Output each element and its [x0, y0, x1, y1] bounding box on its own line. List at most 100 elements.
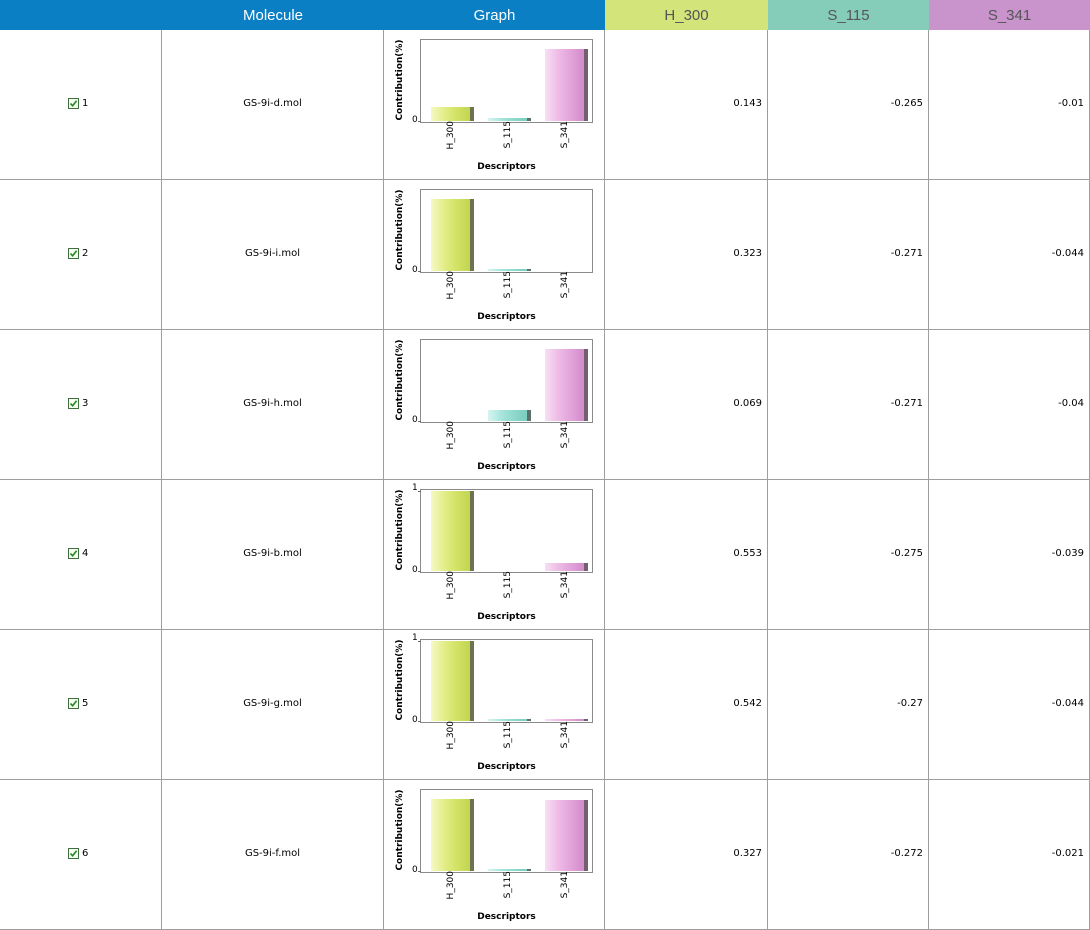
checkmark-icon — [69, 550, 78, 558]
plot-area — [420, 339, 593, 423]
checkmark-icon — [69, 700, 78, 708]
h300-value: 0.069 — [605, 330, 768, 480]
y-tick-mark — [418, 421, 421, 422]
bar-s115 — [488, 118, 531, 121]
s341-value: -0.044 — [929, 630, 1090, 780]
table-row: 4 GS-9i-b.mol Contribution(%) H_300 S_11… — [0, 480, 1090, 630]
y-tick-mark — [418, 121, 421, 122]
molecule-name: GS-9i-d.mol — [162, 30, 384, 180]
y-axis-label: Contribution(%) — [395, 639, 405, 721]
row-checkbox[interactable] — [68, 698, 79, 709]
graph-cell: Contribution(%) H_300 S_115 S_341 Descri… — [384, 480, 605, 630]
x-tick-label: H_300 — [446, 871, 456, 900]
x-tick-label: S_341 — [560, 121, 570, 149]
checkmark-icon — [69, 250, 78, 258]
x-tick-label: H_300 — [446, 721, 456, 750]
contribution-chart: Contribution(%) H_300 S_115 S_341 Descri… — [384, 180, 605, 330]
row-index: 4 — [82, 548, 89, 559]
checkmark-icon — [69, 100, 78, 108]
x-tick-label: S_115 — [503, 571, 513, 599]
molecule-name: GS-9i-g.mol — [162, 630, 384, 780]
x-tick-label: H_300 — [446, 271, 456, 300]
bar-s341 — [545, 349, 588, 421]
header-s341[interactable]: S_341 — [929, 0, 1090, 30]
contribution-chart: Contribution(%) H_300 S_115 S_341 Descri… — [384, 30, 605, 180]
bar-h300 — [431, 107, 474, 121]
table-header: Molecule Graph H_300 S_115 S_341 — [0, 0, 1090, 30]
h300-value: 0.542 — [605, 630, 768, 780]
y-tick-label: 0 — [412, 115, 418, 125]
bar-h300 — [431, 199, 474, 271]
x-tick-label: S_341 — [560, 421, 570, 449]
contribution-chart: Contribution(%) H_300 S_115 S_341 Descri… — [384, 780, 605, 930]
x-tick-label: S_341 — [560, 271, 570, 299]
bar-h300 — [431, 799, 474, 871]
header-molecule[interactable]: Molecule — [162, 0, 384, 30]
y-tick-mark — [418, 491, 421, 492]
contribution-chart: Contribution(%) H_300 S_115 S_341 Descri… — [384, 630, 605, 780]
row-checkbox[interactable] — [68, 548, 79, 559]
h300-value: 0.143 — [605, 30, 768, 180]
y-axis-label: Contribution(%) — [395, 189, 405, 271]
header-h300[interactable]: H_300 — [605, 0, 768, 30]
bar-s115 — [488, 869, 531, 871]
x-axis-title: Descriptors — [477, 162, 536, 172]
contribution-chart: Contribution(%) H_300 S_115 S_341 Descri… — [384, 330, 605, 480]
index-cell: 1 — [0, 30, 162, 180]
row-checkbox[interactable] — [68, 848, 79, 859]
plot-area — [420, 189, 593, 273]
x-tick-label: S_341 — [560, 871, 570, 899]
molecule-name: GS-9i-i.mol — [162, 180, 384, 330]
x-tick-label: S_115 — [503, 121, 513, 149]
y-tick-label: 0 — [412, 715, 418, 725]
y-axis-label: Contribution(%) — [395, 39, 405, 121]
x-axis-title: Descriptors — [477, 612, 536, 622]
x-axis-title: Descriptors — [477, 762, 536, 772]
x-axis-title: Descriptors — [477, 912, 536, 922]
y-axis-label: Contribution(%) — [395, 789, 405, 871]
y-tick-mark — [418, 721, 421, 722]
checkmark-icon — [69, 850, 78, 858]
y-tick-label: 1 — [412, 483, 418, 493]
header-graph[interactable]: Graph — [384, 0, 605, 30]
s341-value: -0.044 — [929, 180, 1090, 330]
x-tick-label: S_341 — [560, 571, 570, 599]
graph-cell: Contribution(%) H_300 S_115 S_341 Descri… — [384, 630, 605, 780]
y-tick-label: 0 — [412, 265, 418, 275]
bar-s341 — [545, 49, 588, 121]
contribution-chart: Contribution(%) H_300 S_115 S_341 Descri… — [384, 480, 605, 630]
bar-s115 — [488, 719, 531, 721]
s115-value: -0.272 — [768, 780, 929, 930]
bar-s115 — [488, 410, 531, 421]
table-row: 3 GS-9i-h.mol Contribution(%) H_300 S_11… — [0, 330, 1090, 480]
molecule-name: GS-9i-h.mol — [162, 330, 384, 480]
y-axis-label: Contribution(%) — [395, 339, 405, 421]
y-tick-mark — [418, 871, 421, 872]
s115-value: -0.271 — [768, 330, 929, 480]
y-axis-label: Contribution(%) — [395, 489, 405, 571]
molecule-name: GS-9i-f.mol — [162, 780, 384, 930]
index-cell: 2 — [0, 180, 162, 330]
row-checkbox[interactable] — [68, 98, 79, 109]
s341-value: -0.01 — [929, 30, 1090, 180]
s115-value: -0.265 — [768, 30, 929, 180]
index-cell: 3 — [0, 330, 162, 480]
y-tick-mark — [418, 571, 421, 572]
x-tick-label: H_300 — [446, 121, 456, 150]
row-checkbox[interactable] — [68, 398, 79, 409]
plot-area — [420, 489, 593, 573]
header-s115[interactable]: S_115 — [768, 0, 929, 30]
header-index[interactable] — [0, 0, 162, 30]
bar-h300 — [431, 491, 474, 571]
bar-s341 — [545, 719, 588, 721]
graph-cell: Contribution(%) H_300 S_115 S_341 Descri… — [384, 780, 605, 930]
x-tick-label: S_341 — [560, 721, 570, 749]
y-tick-label: 0 — [412, 415, 418, 425]
table-row: 1 GS-9i-d.mol Contribution(%) H_300 S_11… — [0, 30, 1090, 180]
x-axis-title: Descriptors — [477, 462, 536, 472]
bar-s341 — [545, 563, 588, 571]
row-checkbox[interactable] — [68, 248, 79, 259]
molecule-name: GS-9i-b.mol — [162, 480, 384, 630]
bar-s115 — [488, 269, 531, 271]
